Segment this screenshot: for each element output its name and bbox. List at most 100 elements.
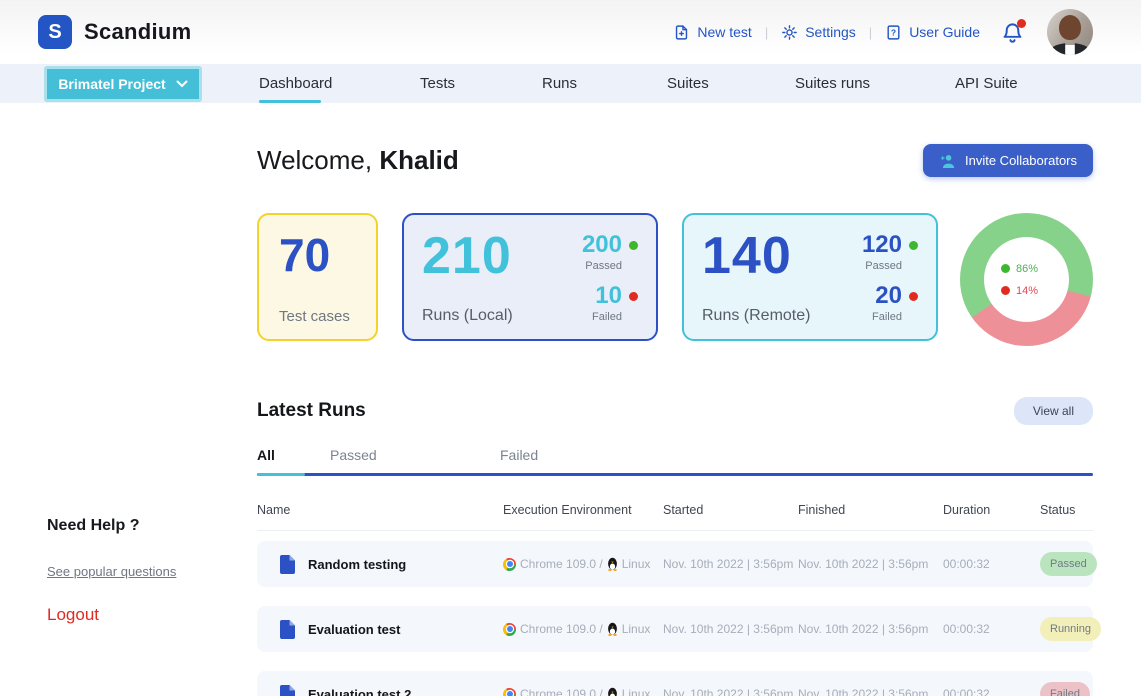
table-row[interactable]: Evaluation test 2 Chrome 109.0 / Linux N…: [257, 671, 1093, 696]
runs-remote-value: 140: [702, 227, 792, 285]
app-header: S Scandium New test | Settings | ? User …: [0, 0, 1141, 64]
runs-local-label: Runs (Local): [422, 307, 513, 324]
runs-remote-label: Runs (Remote): [702, 307, 811, 324]
stat-card-runs-remote[interactable]: 140 Runs (Remote) 120 Passed 20 Failed: [682, 213, 938, 341]
dashboard-main: Welcome, Khalid Invite Collaborators 70 …: [257, 103, 1101, 696]
run-name: Random testing: [308, 556, 407, 572]
donut-legend-passed: 86%: [1001, 263, 1069, 275]
red-dot-icon: [629, 291, 638, 301]
col-finished: Finished: [798, 503, 846, 517]
stats-row: 70 Test cases 210 Runs (Local) 200 Passe…: [257, 213, 1093, 346]
logout-button[interactable]: Logout: [47, 605, 99, 624]
run-environment: Chrome 109.0 / Linux: [503, 687, 663, 696]
run-started: Nov. 10th 2022 | 3:56pm: [663, 622, 794, 636]
runs-remote-passed: 120: [862, 231, 918, 259]
run-duration: 00:00:32: [943, 622, 990, 636]
notification-badge: [1017, 18, 1026, 28]
passed-label: Passed: [865, 260, 902, 272]
settings-label: Settings: [805, 24, 856, 40]
file-plus-icon: [673, 24, 690, 41]
tab-runs[interactable]: Runs: [542, 75, 578, 92]
welcome-heading: Welcome, Khalid: [257, 145, 459, 176]
run-name: Evaluation test 2: [308, 686, 412, 696]
status-badge: Failed: [1040, 682, 1090, 696]
welcome-prefix: Welcome,: [257, 145, 380, 175]
user-guide-button[interactable]: ? User Guide: [885, 24, 980, 41]
col-status: Status: [1040, 503, 1076, 517]
runs-local-value: 210: [422, 227, 512, 285]
separator: |: [868, 24, 873, 40]
runs-tab-failed[interactable]: Failed: [500, 447, 539, 463]
separator: |: [764, 24, 769, 40]
latest-runs-title: Latest Runs: [257, 400, 366, 421]
table-row[interactable]: Random testing Chrome 109.0 / Linux Nov.…: [257, 541, 1097, 587]
question-book-icon: ?: [885, 24, 902, 41]
run-finished: Nov. 10th 2022 | 3:56pm: [798, 622, 929, 636]
runs-table-body: Random testing Chrome 109.0 / Linux Nov.…: [257, 541, 1101, 696]
tab-tests[interactable]: Tests: [420, 75, 456, 92]
brand-name: Scandium: [84, 19, 192, 44]
bell-icon: [1001, 21, 1024, 44]
stat-card-runs-local[interactable]: 210 Runs (Local) 200 Passed 10 Failed: [402, 213, 658, 341]
scandium-logo-icon[interactable]: S: [38, 15, 72, 49]
new-test-button[interactable]: New test: [673, 24, 752, 41]
failed-label: Failed: [872, 311, 902, 323]
run-environment: Chrome 109.0 / Linux: [503, 622, 663, 636]
status-badge: Running: [1040, 617, 1101, 641]
invite-collaborators-label: Invite Collaborators: [965, 153, 1077, 168]
avatar-art: [1063, 45, 1077, 55]
run-environment: Chrome 109.0 / Linux: [503, 557, 663, 571]
run-duration: 00:00:32: [943, 687, 990, 696]
header-actions: New test | Settings | ? User Guide: [673, 9, 1093, 55]
runs-table-header: Name Execution Environment Started Finis…: [257, 503, 1093, 531]
run-name: Evaluation test: [308, 621, 401, 637]
test-cases-label: Test cases: [279, 308, 350, 325]
tab-api-suite[interactable]: API Suite: [955, 75, 1018, 92]
tabs-underline: [257, 473, 1093, 476]
chrome-icon: [503, 622, 516, 636]
popular-questions-link[interactable]: See popular questions: [47, 564, 177, 579]
welcome-username: Khalid: [379, 145, 459, 175]
user-guide-label: User Guide: [909, 24, 980, 40]
col-duration: Duration: [943, 503, 991, 517]
green-dot-icon: [629, 240, 638, 250]
tab-suites-runs[interactable]: Suites runs: [795, 75, 871, 92]
project-name: Brimatel Project: [58, 76, 166, 92]
failed-label: Failed: [592, 311, 622, 323]
svg-text:?: ?: [891, 27, 896, 37]
brand: S Scandium: [38, 15, 192, 49]
table-row[interactable]: Evaluation test Chrome 109.0 / Linux Nov…: [257, 606, 1101, 652]
chrome-icon: [503, 557, 516, 571]
green-dot-icon: [909, 240, 918, 250]
linux-icon: [607, 687, 618, 696]
avatar-art: [1059, 15, 1081, 40]
col-execution-environment: Execution Environment: [503, 503, 632, 517]
main-nav: Brimatel Project Dashboard Tests Runs Su…: [0, 64, 1141, 103]
run-started: Nov. 10th 2022 | 3:56pm: [663, 557, 794, 571]
green-dot-icon: [1001, 264, 1010, 273]
invite-collaborators-button[interactable]: Invite Collaborators: [923, 144, 1093, 177]
user-avatar[interactable]: [1047, 9, 1093, 55]
tab-suites[interactable]: Suites: [667, 75, 709, 92]
stat-card-test-cases[interactable]: 70 Test cases: [257, 213, 378, 341]
red-dot-icon: [909, 291, 918, 301]
notifications-button[interactable]: [1001, 18, 1026, 44]
donut-legend-failed: 14%: [1001, 285, 1069, 297]
red-dot-icon: [1001, 286, 1010, 295]
status-badge: Passed: [1040, 552, 1097, 576]
settings-button[interactable]: Settings: [781, 24, 856, 41]
need-help-title: Need Help ?: [47, 517, 140, 534]
run-finished: Nov. 10th 2022 | 3:56pm: [798, 687, 929, 696]
tab-dashboard[interactable]: Dashboard: [259, 64, 332, 103]
new-test-label: New test: [697, 24, 752, 40]
run-started: Nov. 10th 2022 | 3:56pm: [663, 687, 794, 696]
runs-tab-passed[interactable]: Passed: [330, 447, 377, 463]
gear-icon: [781, 24, 798, 41]
runs-tab-all[interactable]: All: [257, 447, 275, 463]
linux-icon: [607, 557, 618, 571]
project-selector[interactable]: Brimatel Project: [44, 66, 202, 102]
col-started: Started: [663, 503, 704, 517]
runs-filter-tabs: All Passed Failed: [257, 447, 1093, 463]
runs-remote-failed: 20: [875, 282, 918, 310]
view-all-button[interactable]: View all: [1013, 397, 1093, 425]
